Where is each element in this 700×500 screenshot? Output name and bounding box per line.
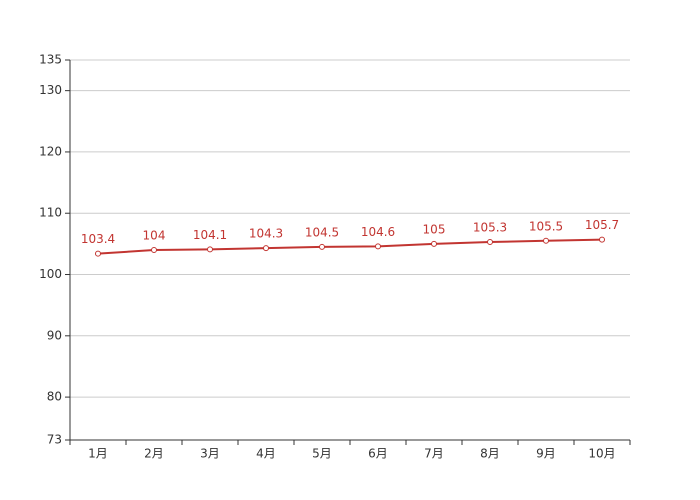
x-tick-label: 4月 (256, 447, 276, 461)
y-tick-label: 110 (39, 206, 62, 220)
y-tick-label: 73 (47, 433, 62, 447)
point (375, 243, 381, 250)
value-label: 103.4 (81, 232, 115, 246)
line (97, 238, 603, 255)
y-tick-label: 135 (39, 53, 62, 67)
point (599, 236, 605, 243)
point (319, 243, 325, 250)
point (543, 237, 549, 244)
value-label: 104.6 (361, 225, 395, 239)
x-tick-label: 3月 (200, 447, 220, 461)
y-tick-label: 120 (39, 144, 62, 158)
value-label: 104.5 (305, 225, 339, 239)
value-label: 105.3 (473, 221, 507, 235)
x-tick-label: 2月 (144, 447, 164, 461)
y-tick-label: 90 (47, 328, 62, 342)
value-label: 105.7 (585, 218, 619, 232)
x-tick-label: 7月 (424, 447, 444, 461)
point (151, 247, 157, 253)
value-label: 104.1 (193, 228, 227, 242)
value-label: 104 (143, 229, 166, 243)
value-label: 104.3 (249, 227, 283, 241)
point (487, 239, 493, 246)
x-tick-label: 10月 (588, 447, 615, 461)
point (431, 240, 437, 247)
x-tick-label: 8月 (480, 447, 500, 461)
point (263, 245, 269, 252)
x-tick-label: 9月 (536, 447, 556, 461)
x-tick-label: 1月 (88, 447, 108, 461)
x-tick-label: 6月 (368, 447, 388, 461)
y-tick-label: 100 (39, 267, 62, 281)
point (207, 246, 213, 253)
y-tick-label: 80 (47, 390, 62, 404)
point (95, 250, 101, 257)
y-tick-label: 130 (39, 83, 62, 97)
value-label: 105 (423, 222, 446, 236)
x-tick-label: 5月 (312, 447, 332, 461)
value-label: 105.5 (529, 219, 563, 233)
